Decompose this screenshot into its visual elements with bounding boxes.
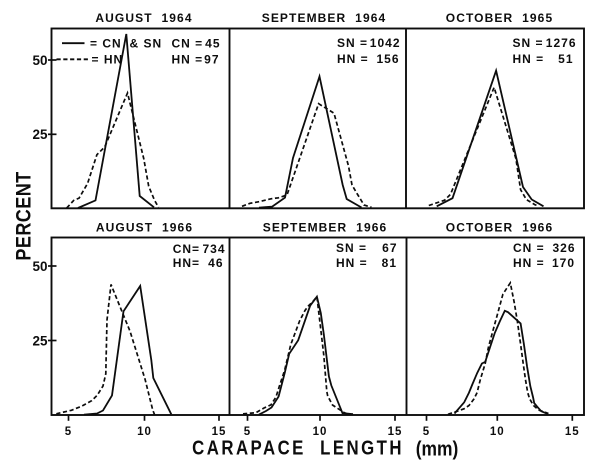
svg-text:SEPTEMBER 1966: SEPTEMBER 1966 <box>263 221 388 235</box>
svg-text:HN =: HN = <box>172 52 204 66</box>
svg-text:CN=: CN= <box>173 242 200 256</box>
svg-text:SEPTEMBER 1964: SEPTEMBER 1964 <box>262 11 387 25</box>
svg-text:46: 46 <box>208 256 223 270</box>
svg-text:67: 67 <box>382 241 397 255</box>
svg-text:CARAPACE: CARAPACE <box>192 436 306 459</box>
svg-text:HN =: HN = <box>336 256 368 270</box>
svg-text:& SN: & SN <box>130 36 163 50</box>
svg-text:OCTOBER 1965: OCTOBER 1965 <box>446 11 553 25</box>
svg-text:HN =: HN = <box>513 256 545 270</box>
svg-text:97: 97 <box>204 52 219 66</box>
svg-text:PERCENT: PERCENT <box>12 171 36 260</box>
svg-text:15: 15 <box>565 426 580 438</box>
svg-text:CN =: CN = <box>172 36 204 50</box>
svg-text:50: 50 <box>32 259 47 274</box>
svg-text:5: 5 <box>65 426 72 438</box>
svg-text:45: 45 <box>205 36 220 50</box>
svg-text:50: 50 <box>32 53 47 68</box>
svg-text:15: 15 <box>388 426 403 438</box>
svg-text:5: 5 <box>244 426 251 438</box>
svg-text:CN =: CN = <box>513 241 545 255</box>
svg-text:15: 15 <box>212 426 227 438</box>
svg-text:(mm): (mm) <box>416 438 459 461</box>
svg-text:LENGTH: LENGTH <box>320 436 404 459</box>
svg-text:SN =: SN = <box>337 36 368 50</box>
svg-text:734: 734 <box>202 242 225 256</box>
svg-text:81: 81 <box>382 256 397 270</box>
svg-text:25: 25 <box>32 127 48 142</box>
svg-text:= HN: = HN <box>92 52 124 66</box>
svg-text:HN =: HN = <box>337 52 369 66</box>
svg-text:= CN: = CN <box>90 36 122 50</box>
svg-text:HN=: HN= <box>173 256 200 270</box>
svg-text:AUGUST 1966: AUGUST 1966 <box>96 221 193 235</box>
svg-text:326: 326 <box>552 241 575 255</box>
svg-text:170: 170 <box>552 256 575 270</box>
svg-text:5: 5 <box>423 426 430 438</box>
svg-text:25: 25 <box>32 333 48 348</box>
svg-text:OCTOBER 1966: OCTOBER 1966 <box>446 221 553 235</box>
svg-text:AUGUST 1964: AUGUST 1964 <box>95 11 192 25</box>
svg-text:SN =: SN = <box>513 36 544 50</box>
svg-text:1042: 1042 <box>370 36 401 50</box>
svg-text:1276: 1276 <box>546 36 577 50</box>
svg-text:10: 10 <box>490 426 505 438</box>
svg-text:51: 51 <box>558 52 573 66</box>
svg-text:HN =: HN = <box>513 52 545 66</box>
svg-text:10: 10 <box>137 426 152 438</box>
svg-text:SN =: SN = <box>336 241 367 255</box>
svg-text:10: 10 <box>313 426 328 438</box>
svg-text:156: 156 <box>376 52 399 66</box>
